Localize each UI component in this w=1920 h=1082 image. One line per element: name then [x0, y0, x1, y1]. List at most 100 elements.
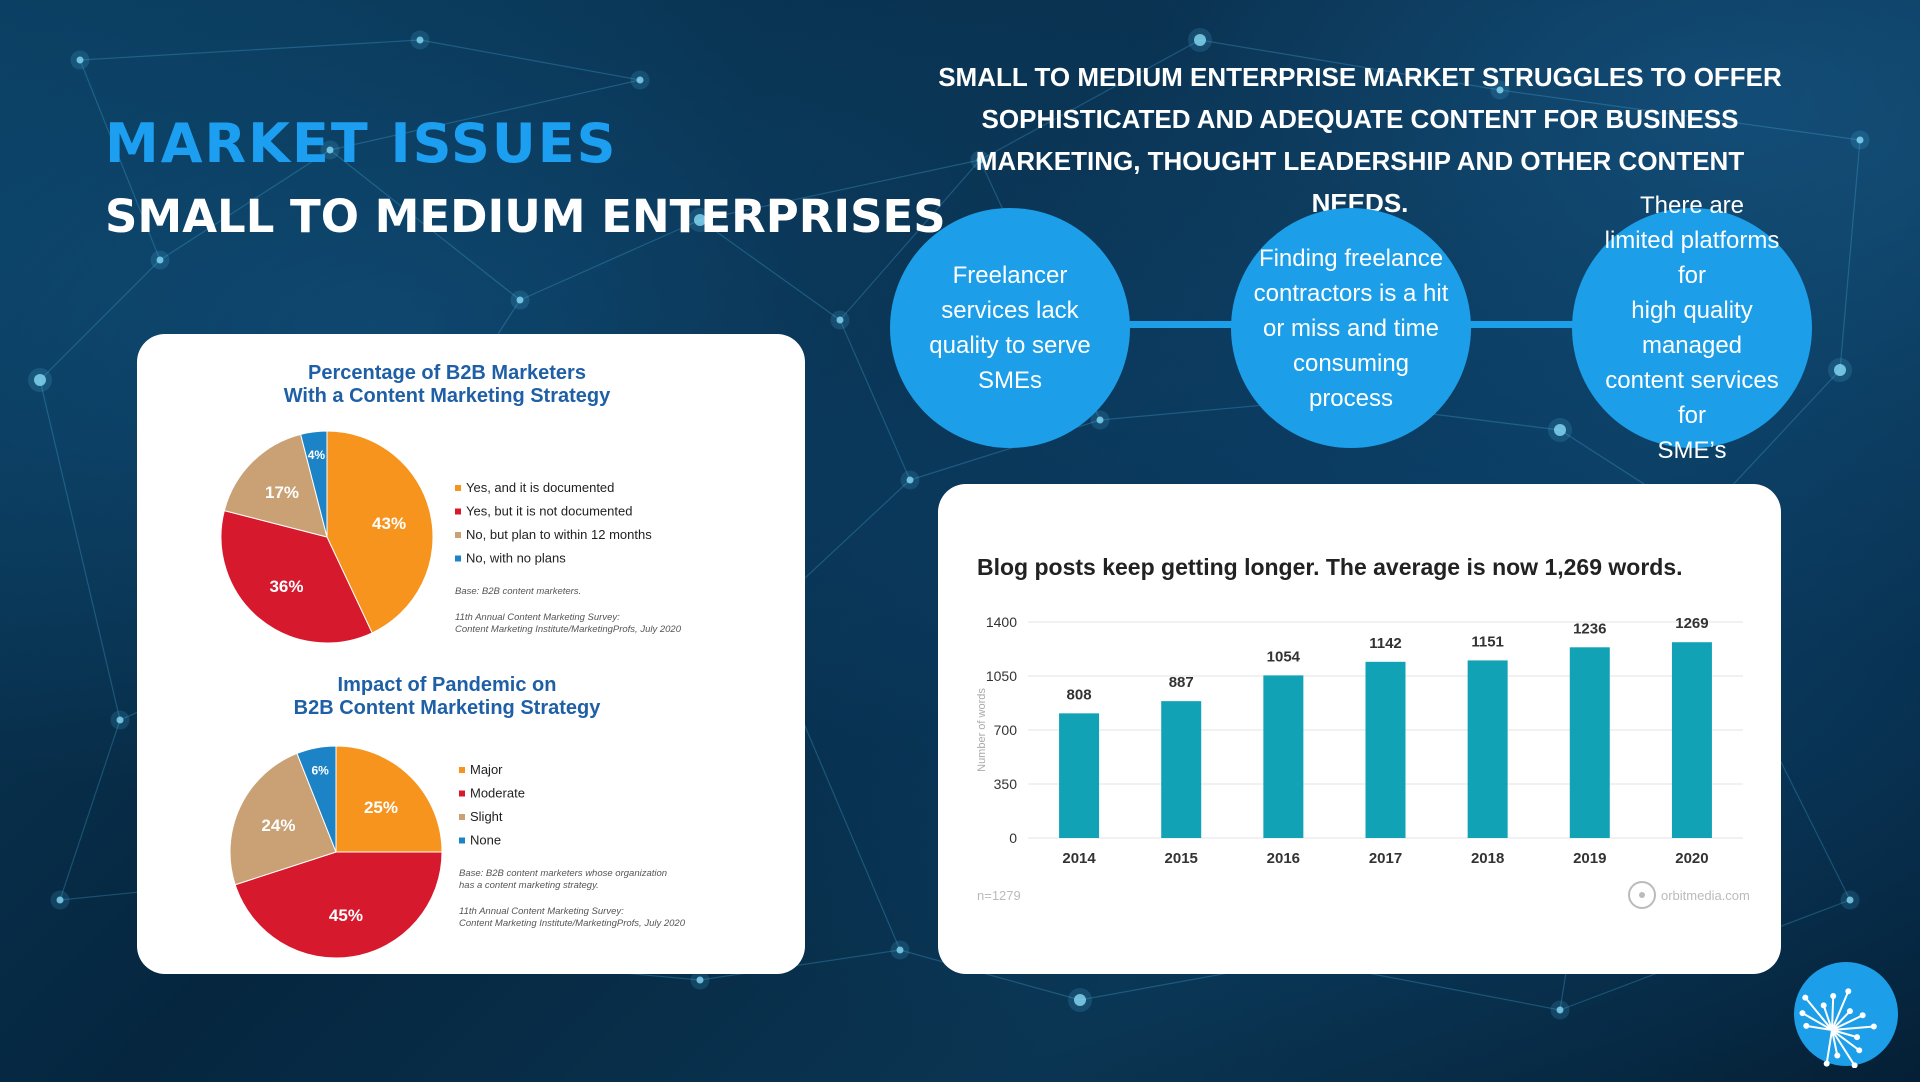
pie-chart-title: With a Content Marketing Strategy — [284, 385, 611, 407]
network-node — [1834, 364, 1846, 376]
network-line — [839, 159, 981, 321]
logo-burst — [1801, 990, 1875, 1067]
issue-bubble-finding-contractors: Finding freelance contractors is a hit o… — [1231, 208, 1471, 448]
y-tick-label: 700 — [994, 722, 1018, 738]
network-line — [839, 319, 911, 481]
pie-slice-label: 43% — [372, 514, 406, 533]
network-line — [59, 719, 121, 901]
network-node — [34, 374, 46, 386]
network-node — [1556, 1006, 1564, 1014]
bar-chart-card: Blog posts keep getting longer. The aver… — [938, 484, 1781, 974]
pie-chart-title: Percentage of B2B Marketers — [308, 362, 586, 384]
legend-label: Yes, and it is documented — [466, 480, 614, 495]
pie-slice — [300, 430, 328, 538]
logo-ray — [1831, 1029, 1861, 1052]
y-tick-label: 1050 — [986, 668, 1017, 684]
network-node — [694, 214, 706, 226]
bar-chart-svg: Blog posts keep getting longer. The aver… — [976, 554, 1750, 909]
network-line — [1839, 139, 1861, 371]
sample-size-note: n=1279 — [977, 888, 1021, 903]
network-node — [1496, 86, 1504, 94]
network-line — [1199, 39, 1501, 91]
network-line — [419, 39, 641, 81]
network-line — [699, 949, 901, 981]
network-line — [979, 39, 1201, 161]
legend-label: Slight — [470, 809, 503, 824]
slide-subtitle: SMALL TO MEDIUM ENTERPRISES — [105, 190, 946, 243]
logo-ray — [1831, 1029, 1859, 1039]
x-tick-label: 2016 — [1267, 850, 1300, 867]
logo-ray — [1822, 1004, 1833, 1031]
y-tick-label: 0 — [1009, 830, 1017, 846]
network-line — [79, 39, 421, 61]
network-node — [1074, 994, 1086, 1006]
pie-slice-label: 45% — [329, 906, 363, 925]
logo-ray-dot — [1846, 1008, 1853, 1015]
bar — [1161, 701, 1202, 838]
network-line — [1499, 89, 1861, 141]
network-node — [156, 256, 164, 264]
chart-source-note: 11th Annual Content Marketing Survey: — [459, 906, 624, 917]
logo-ray — [1831, 1010, 1851, 1031]
network-node — [896, 946, 904, 954]
logo-ray — [1831, 995, 1835, 1031]
source-label: orbitmedia.com — [1661, 888, 1750, 903]
x-tick-label: 2014 — [1062, 850, 1096, 867]
bar — [1059, 713, 1100, 838]
network-line — [699, 219, 841, 321]
pie-slice — [220, 510, 373, 644]
legend-label: Yes, but it is not documented — [466, 504, 632, 519]
network-node — [516, 296, 524, 304]
issue-bubble-text: Freelancer services lack quality to serv… — [929, 262, 1091, 394]
y-tick-label: 1400 — [986, 614, 1017, 630]
logo-ray-dot — [1870, 1023, 1877, 1030]
chart-base-note: has a content marketing strategy. — [459, 880, 599, 891]
headline-text: SMALL TO MEDIUM ENTERPRISE MARKET STRUGG… — [938, 62, 1782, 218]
pie-slice — [223, 433, 328, 538]
logo-ray — [1831, 1029, 1856, 1067]
bar — [1467, 660, 1508, 838]
network-node — [56, 896, 64, 904]
issue-bubble-limited-platforms: There are limited platforms for high qua… — [1572, 192, 1812, 464]
chart-source-note: Content Marketing Institute/MarketingPro… — [459, 918, 686, 929]
logo-ray-dot — [1856, 1047, 1863, 1054]
bubble-connector — [1125, 321, 1245, 328]
logo-ray — [1801, 1012, 1833, 1031]
logo-ray-dot — [1859, 1012, 1866, 1019]
legend-swatch — [459, 837, 465, 844]
network-node — [976, 156, 984, 164]
network-node — [1554, 424, 1566, 436]
x-tick-label: 2019 — [1573, 850, 1606, 867]
network-node — [76, 56, 84, 64]
network-node — [416, 36, 424, 44]
logo-ray-dot — [1803, 1022, 1810, 1029]
logo-ray — [1804, 996, 1833, 1031]
legend-swatch — [455, 532, 461, 538]
pie-slice-label: 24% — [261, 816, 295, 835]
legend-label: None — [470, 833, 501, 848]
legend-label: Moderate — [470, 786, 525, 801]
bar-value-label: 887 — [1169, 674, 1194, 691]
chart-source-note: Content Marketing Institute/MarketingPro… — [455, 624, 682, 635]
x-tick-label: 2018 — [1471, 850, 1504, 867]
chart-base-note: Base: B2B content marketers whose organi… — [459, 868, 667, 879]
chart-source-note: 11th Annual Content Marketing Survey: — [455, 612, 620, 623]
network-node — [906, 476, 914, 484]
bubble-connector — [1465, 321, 1585, 328]
bar — [1263, 675, 1304, 838]
legend-swatch — [459, 767, 465, 773]
bar-value-label: 1151 — [1471, 633, 1504, 650]
bar-value-label: 1269 — [1675, 615, 1708, 632]
network-line — [39, 379, 121, 721]
logo-ray-dot — [1823, 1060, 1830, 1067]
logo-ray-dot — [1851, 1062, 1858, 1068]
logo-ray-dot — [1802, 994, 1809, 1001]
network-node — [116, 716, 124, 724]
pie-slice-label: 17% — [265, 483, 299, 502]
issue-bubble-text: There are limited platforms for high qua… — [1604, 192, 1780, 464]
slide-title: MARKET ISSUES — [105, 112, 618, 175]
network-node — [636, 76, 644, 84]
network-line — [699, 159, 981, 221]
legend-label: No, but plan to within 12 months — [466, 527, 652, 542]
